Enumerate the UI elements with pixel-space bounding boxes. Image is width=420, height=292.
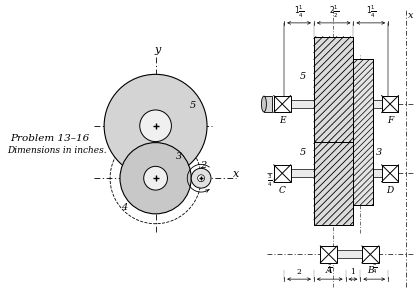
Text: 5: 5 <box>300 148 306 157</box>
Bar <box>354 60 373 205</box>
Text: 1: 1 <box>351 268 355 276</box>
Bar <box>274 95 291 112</box>
Text: 4: 4 <box>331 194 337 204</box>
Bar <box>362 246 379 263</box>
Bar <box>291 169 314 177</box>
Bar <box>314 142 354 225</box>
Circle shape <box>191 168 211 188</box>
Text: x: x <box>233 169 239 179</box>
Text: b: b <box>153 173 158 181</box>
Text: $1\frac{1}{4}$: $1\frac{1}{4}$ <box>366 4 376 20</box>
Bar <box>291 100 314 108</box>
Text: $\frac{3}{4}$: $\frac{3}{4}$ <box>372 260 377 276</box>
Bar <box>314 37 354 142</box>
Text: D: D <box>386 186 394 195</box>
Bar <box>314 37 354 142</box>
Bar <box>382 165 399 182</box>
Text: Problem 13–16: Problem 13–16 <box>10 134 89 143</box>
Bar <box>274 165 291 182</box>
Ellipse shape <box>261 96 266 112</box>
Bar <box>354 60 373 205</box>
Bar <box>382 95 399 112</box>
Text: c: c <box>153 121 158 129</box>
Text: E: E <box>279 117 286 125</box>
Text: $2\frac{1}{2}$: $2\frac{1}{2}$ <box>328 4 339 20</box>
Bar <box>320 251 379 258</box>
Text: 3: 3 <box>176 152 182 161</box>
Bar <box>373 169 382 177</box>
Text: Dimensions in inches.: Dimensions in inches. <box>7 146 107 155</box>
Text: B: B <box>367 266 374 275</box>
Circle shape <box>140 110 171 142</box>
Text: y: y <box>155 45 161 55</box>
Circle shape <box>144 166 168 190</box>
Bar <box>354 100 382 108</box>
Text: A: A <box>326 266 332 275</box>
Text: F: F <box>387 117 393 125</box>
Text: 4: 4 <box>121 204 127 212</box>
Text: 5: 5 <box>300 72 306 81</box>
Text: $1\frac{1}{4}$: $1\frac{1}{4}$ <box>294 4 304 20</box>
Circle shape <box>120 142 191 214</box>
Text: 2: 2 <box>297 268 302 276</box>
Circle shape <box>104 74 207 177</box>
Text: $\frac{3}{4}$: $\frac{3}{4}$ <box>327 260 332 276</box>
Text: x: x <box>408 11 413 20</box>
Circle shape <box>198 175 205 182</box>
Bar <box>314 142 354 225</box>
Text: 5: 5 <box>190 102 196 110</box>
Text: 3: 3 <box>376 147 383 157</box>
Text: 2: 2 <box>200 161 206 170</box>
Bar <box>264 96 272 112</box>
Text: $\frac{3}{4}$: $\frac{3}{4}$ <box>267 173 272 189</box>
Text: C: C <box>279 186 286 195</box>
Bar <box>320 246 337 263</box>
